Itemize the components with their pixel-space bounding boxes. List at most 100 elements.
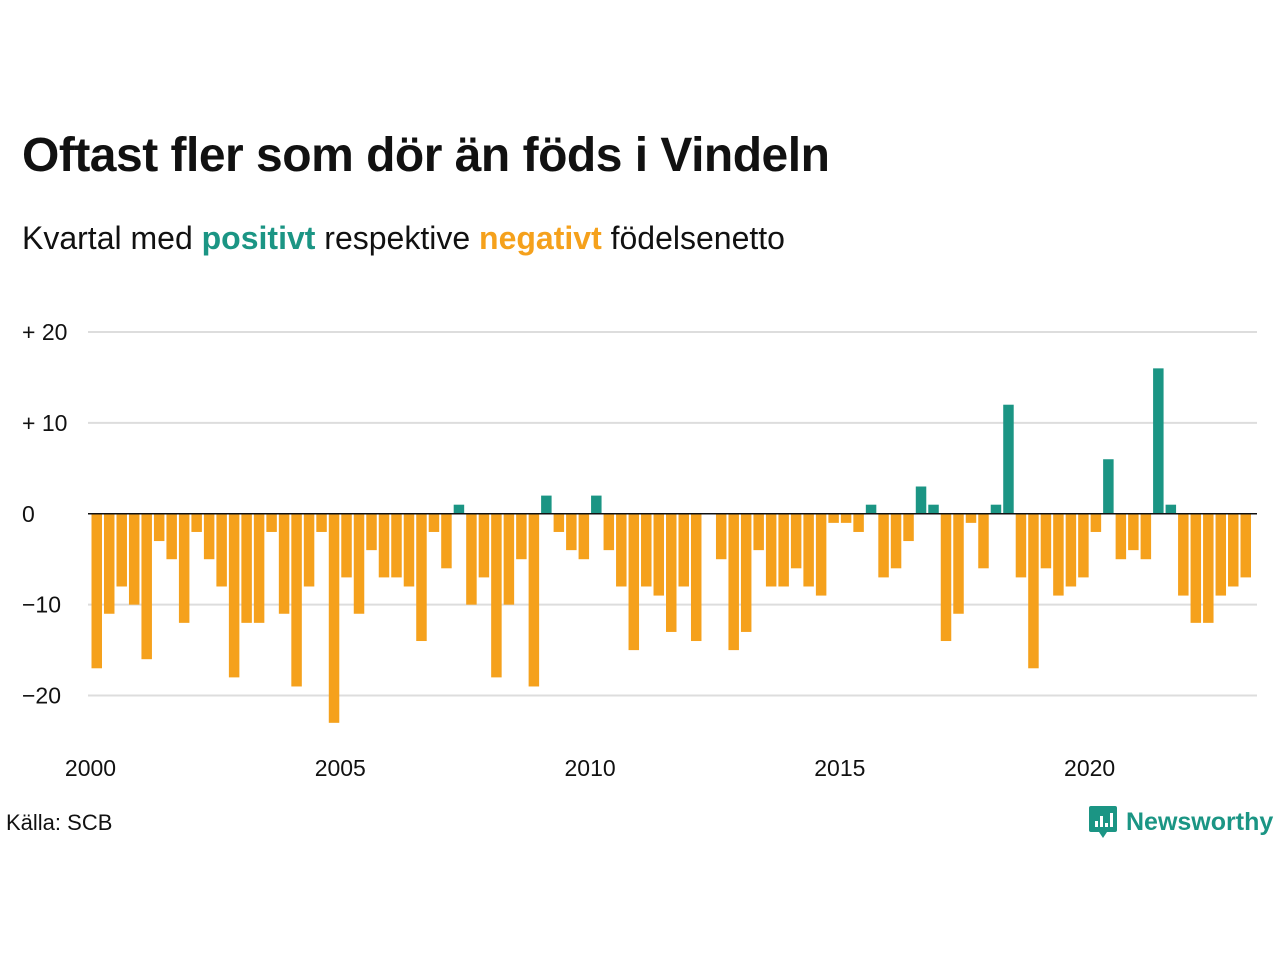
bar	[341, 513, 352, 578]
bar	[166, 513, 177, 560]
subtitle-negative: negativt	[479, 220, 602, 256]
bar	[1140, 513, 1152, 560]
y-tick-label: + 20	[22, 319, 67, 345]
bar	[478, 513, 490, 578]
bar	[153, 513, 165, 542]
brand-logo: Newsworthy	[1088, 804, 1273, 840]
x-tick-label: 2020	[1064, 755, 1115, 781]
y-tick-label: + 10	[22, 410, 67, 436]
bar	[653, 513, 665, 596]
bar	[178, 513, 190, 623]
bar	[628, 513, 640, 651]
x-tick-label: 2005	[315, 755, 366, 781]
bar	[253, 513, 265, 623]
bar	[191, 513, 202, 532]
bar	[666, 513, 677, 632]
bar	[591, 495, 602, 514]
bar	[1053, 513, 1064, 596]
bar	[840, 513, 852, 523]
bar	[553, 513, 565, 532]
bar	[241, 513, 252, 623]
y-tick-label: −20	[22, 683, 61, 709]
bar	[528, 513, 540, 687]
bar	[1015, 513, 1027, 578]
bar	[453, 504, 465, 514]
bar	[578, 513, 590, 560]
x-tick-label: 2010	[564, 755, 615, 781]
bar	[978, 513, 989, 569]
bar	[753, 513, 764, 551]
bar	[803, 513, 814, 587]
bar	[416, 513, 427, 642]
bar	[1090, 513, 1102, 532]
bars	[91, 368, 1251, 723]
bar	[1103, 459, 1114, 514]
y-tick-label: −10	[22, 592, 61, 618]
bar	[990, 504, 1002, 514]
bar	[366, 513, 377, 551]
bar	[103, 513, 115, 614]
bar	[278, 513, 290, 614]
bar	[566, 513, 577, 551]
bar	[316, 513, 327, 532]
bar	[1003, 404, 1014, 514]
bar	[790, 513, 802, 569]
bar	[128, 513, 140, 605]
bar	[765, 513, 777, 587]
bar	[1065, 513, 1077, 587]
bar	[403, 513, 415, 587]
bar	[1190, 513, 1202, 623]
bar	[928, 504, 939, 514]
bar	[1178, 513, 1189, 596]
bar	[815, 513, 827, 596]
bar	[116, 513, 127, 587]
bar	[141, 513, 152, 660]
bar	[603, 513, 615, 551]
bar	[91, 513, 102, 669]
bar	[391, 513, 402, 578]
bar	[303, 513, 315, 587]
bar	[641, 513, 652, 587]
bar	[903, 513, 914, 542]
subtitle-prefix: Kvartal med	[22, 220, 193, 256]
bar	[491, 513, 502, 678]
bar	[878, 513, 889, 578]
bar	[678, 513, 689, 587]
bar	[1078, 513, 1089, 578]
bar	[690, 513, 702, 642]
x-tick-label: 2000	[65, 755, 116, 781]
bar	[503, 513, 515, 605]
bar	[203, 513, 215, 560]
bar	[228, 513, 240, 678]
source-note: Källa: SCB	[6, 810, 113, 835]
bar	[216, 513, 227, 587]
bar	[616, 513, 627, 587]
bar	[778, 513, 789, 587]
bar	[940, 513, 952, 642]
bar	[1153, 368, 1164, 514]
bar	[1115, 513, 1127, 560]
chart-title: Oftast fler som dör än föds i Vindeln	[22, 129, 830, 182]
bar	[1203, 513, 1214, 623]
bar	[428, 513, 440, 532]
bar	[953, 513, 964, 614]
bar	[466, 513, 477, 605]
bar	[1228, 513, 1239, 587]
x-tick-label: 2015	[814, 755, 865, 781]
bar	[1028, 513, 1039, 669]
bar	[965, 513, 977, 523]
subtitle-suffix: födelsenetto	[610, 220, 785, 256]
bar	[1240, 513, 1251, 578]
bar	[328, 513, 340, 723]
bar	[353, 513, 365, 614]
subtitle-positive: positivt	[201, 220, 316, 256]
bar	[291, 513, 302, 687]
bar	[715, 513, 727, 560]
subtitle-middle: respektive	[324, 220, 471, 256]
bar	[728, 513, 739, 651]
bar	[378, 513, 390, 578]
newsworthy-logo-icon	[1089, 806, 1117, 838]
bar	[541, 495, 552, 514]
bar	[266, 513, 277, 532]
